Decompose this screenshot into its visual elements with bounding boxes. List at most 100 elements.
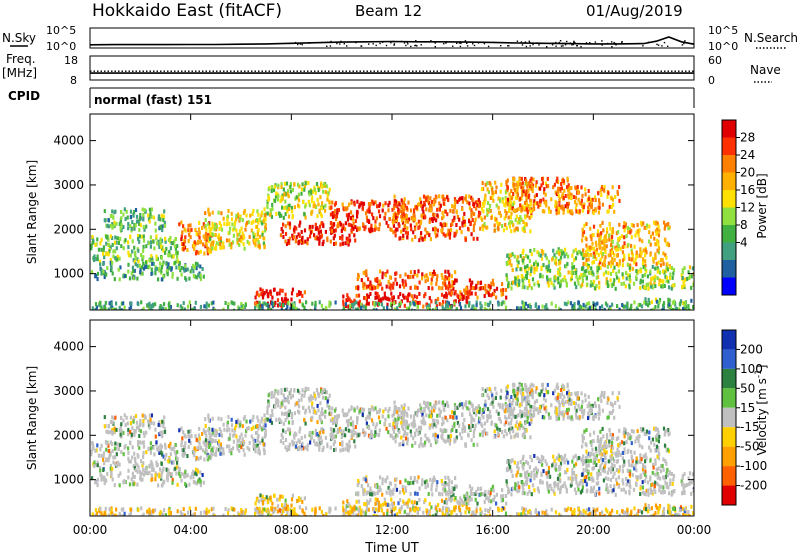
power-cell	[160, 244, 163, 249]
velocity-cell	[431, 492, 434, 497]
power-cell	[96, 254, 99, 259]
power-cell	[265, 302, 268, 307]
velocity-cell	[252, 425, 255, 430]
nsearch-point	[483, 42, 486, 45]
velocity-cell	[195, 438, 198, 442]
power-cell	[514, 195, 518, 200]
power-cell	[507, 215, 510, 220]
power-cell	[547, 206, 550, 211]
velocity-cell	[314, 428, 317, 433]
power-cell	[590, 305, 593, 310]
power-cell	[399, 236, 402, 241]
power-cell	[211, 210, 214, 215]
power-cell	[325, 184, 328, 189]
power-cell	[357, 227, 360, 232]
velocity-cell	[130, 477, 133, 482]
velocity-cell	[141, 413, 144, 418]
power-cell	[361, 206, 364, 211]
power-cell	[298, 223, 301, 228]
power-cell	[586, 247, 589, 252]
power-cell	[553, 278, 556, 283]
power-cell	[481, 224, 484, 229]
power-cell	[542, 263, 545, 268]
nsearch-point	[663, 41, 666, 44]
power-cell	[193, 247, 196, 252]
power-cell	[153, 246, 156, 251]
velocity-cell	[432, 433, 435, 438]
power-cell	[458, 226, 462, 231]
velocity-cell	[183, 445, 187, 450]
power-cell	[460, 230, 463, 235]
power-cell	[256, 232, 259, 237]
velocity-cell	[263, 434, 267, 439]
power-cell	[151, 261, 154, 266]
power-cell	[259, 234, 262, 239]
power-cell	[534, 302, 538, 307]
power-cell	[307, 181, 310, 185]
power-cell	[120, 301, 123, 306]
power-cell	[155, 266, 159, 271]
power-cell	[525, 189, 528, 194]
power-cell	[426, 306, 430, 310]
power-cell	[472, 224, 475, 229]
velocity-cell	[444, 488, 447, 493]
power-cell	[537, 305, 540, 310]
power-cell	[258, 307, 261, 310]
power-cell	[395, 218, 398, 222]
power-cell	[317, 202, 320, 207]
power-cell	[657, 239, 660, 244]
nsearch-point	[538, 42, 541, 44]
velocity-cell	[313, 393, 316, 398]
velocity-cell	[158, 472, 161, 477]
power-cell	[517, 217, 521, 222]
power-cell	[236, 240, 239, 245]
power-cell	[233, 226, 236, 231]
velocity-cell	[114, 415, 117, 420]
velocity-cell	[139, 476, 142, 481]
power-cell	[250, 221, 253, 225]
power-cell	[617, 230, 620, 235]
power-cell	[119, 236, 122, 241]
power-cell	[533, 199, 536, 204]
power-cell	[284, 292, 287, 297]
power-cell	[207, 209, 210, 214]
power-cell	[270, 301, 273, 306]
power-cell	[98, 303, 101, 308]
power-cell	[295, 226, 298, 231]
velocity-cell	[395, 487, 398, 492]
power-cell	[470, 232, 473, 237]
power-cell	[667, 222, 670, 226]
power-cell	[523, 285, 526, 290]
power-cell	[584, 192, 587, 197]
power-cell	[105, 241, 108, 246]
velocity-cell	[435, 424, 438, 429]
velocity-cell	[375, 432, 378, 437]
velocity-cell	[238, 448, 241, 453]
power-cell	[555, 205, 558, 210]
power-cell	[94, 242, 97, 247]
velocity-cell	[274, 404, 277, 409]
velocity-cell	[346, 504, 349, 508]
power-cell	[507, 209, 511, 213]
power-cell	[285, 308, 288, 310]
power-cell	[204, 232, 207, 237]
velocity-cell	[236, 446, 239, 451]
velocity-cell	[386, 508, 389, 513]
power-cell	[349, 299, 352, 304]
power-cell	[271, 202, 274, 207]
power-cell	[207, 222, 210, 227]
power-cell	[623, 228, 626, 233]
nsearch-point	[329, 45, 332, 47]
power-cell	[270, 214, 273, 219]
power-cell	[535, 193, 538, 197]
power-cell	[613, 257, 616, 262]
power-cell	[602, 228, 605, 233]
power-cell	[266, 205, 269, 210]
power-cell	[523, 229, 526, 233]
power-cell	[311, 301, 314, 306]
power-cell	[229, 226, 232, 231]
power-cell	[510, 189, 513, 193]
velocity-cell	[134, 429, 137, 434]
power-cell	[334, 241, 337, 246]
power-cell	[396, 214, 399, 219]
